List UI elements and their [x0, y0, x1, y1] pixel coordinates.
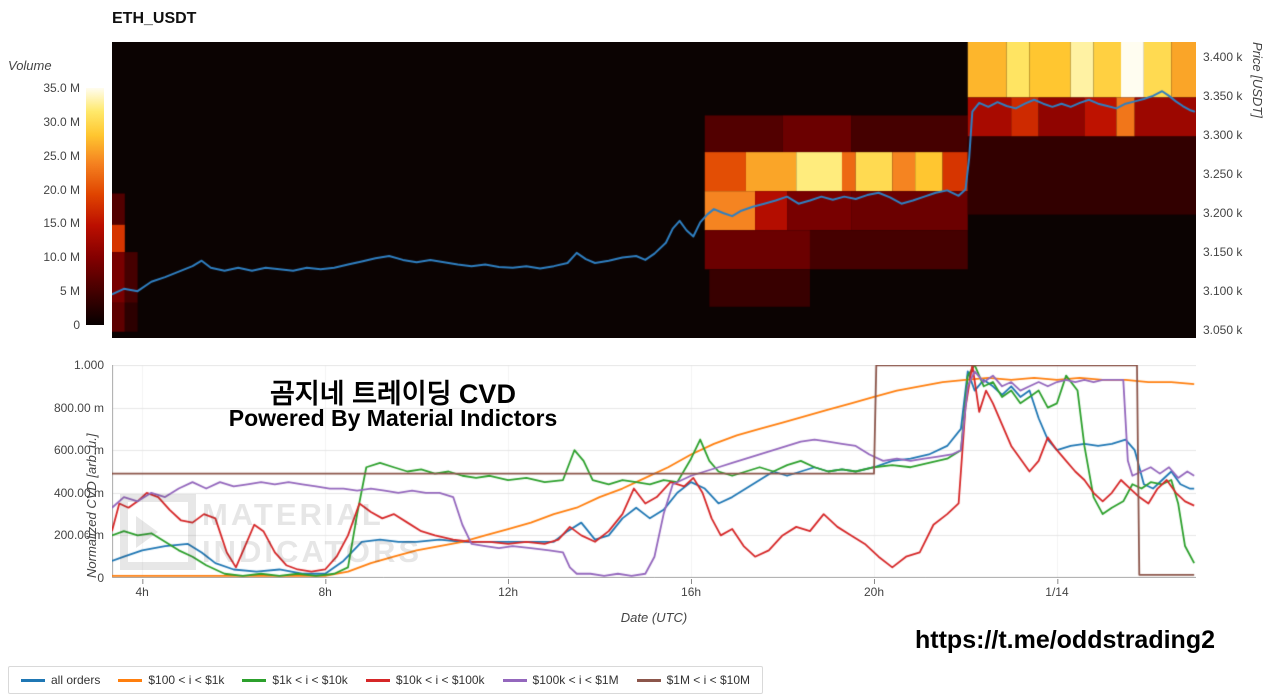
colorbar-title: Volume	[8, 58, 52, 73]
colorbar-tick-label: 30.0 M	[43, 114, 80, 129]
price-tick-label: 3.300 k	[1203, 127, 1243, 142]
annotation-powered-by: Powered By Material Indictors	[228, 405, 558, 431]
colorbar-tick-label: 15.0 M	[43, 216, 80, 231]
legend-label: $1k < i < $10k	[272, 673, 348, 687]
legend-item-2[interactable]: $1k < i < $10k	[242, 673, 348, 687]
cvd-plot[interactable]	[112, 365, 1196, 578]
legend-label: $1M < i < $10M	[666, 673, 750, 687]
legend-line-swatch	[636, 678, 661, 682]
colorbar-tick-label: 0	[73, 318, 80, 332]
legend-label: $100 < i < $1k	[148, 673, 225, 687]
x-tick-label: 16h	[681, 579, 702, 599]
price-tick-label: 3.200 k	[1203, 206, 1243, 221]
cvd-tick-label: 800.00 m	[53, 400, 104, 415]
colorbar-tick-label: 5 M	[59, 284, 80, 299]
price-tick-label: 3.100 k	[1203, 284, 1243, 299]
legend-label: $10k < i < $100k	[395, 673, 485, 687]
volume-colorbar	[86, 88, 104, 325]
legend-line-swatch	[21, 678, 45, 682]
telegram-link[interactable]: https://t.me/oddstrading2	[915, 626, 1215, 654]
material-indicators-logo	[120, 494, 196, 570]
legend-label: $100k < i < $1M	[532, 673, 619, 687]
legend-item-4[interactable]: $100k < i < $1M	[502, 673, 619, 687]
legend-item-1[interactable]: $100 < i < $1k	[118, 673, 224, 687]
colorbar-tick-label: 35.0 M	[43, 81, 80, 95]
price-axis-title: Price [USDT]	[1250, 42, 1265, 118]
legend-label: all orders	[51, 673, 101, 687]
colorbar-tick-label: 10.0 M	[43, 250, 80, 265]
chart-title: ETH_USDT	[112, 10, 197, 27]
legend-line-swatch	[118, 678, 143, 682]
x-tick-label: 8h	[318, 579, 332, 599]
x-tick-label: 12h	[498, 579, 519, 599]
colorbar-tick-label: 25.0 M	[43, 148, 80, 163]
watermark: MATERIAL INDICATORS	[202, 496, 422, 570]
legend-item-5[interactable]: $1M < i < $10M	[636, 673, 750, 687]
price-tick-label: 3.400 k	[1203, 49, 1243, 64]
legend-item-3[interactable]: $10k < i < $100k	[365, 673, 485, 687]
price-tick-label: 3.350 k	[1203, 88, 1243, 103]
price-tick-label: 3.150 k	[1203, 245, 1243, 260]
cvd-tick-label: 400.00 m	[53, 485, 104, 500]
annotation-korean: 곰지네 트레이딩 CVD	[270, 379, 516, 409]
legend: all orders $100 < i < $1k $1k < i < $10k $1…	[8, 666, 763, 694]
legend-line-swatch	[502, 678, 527, 682]
x-tick-label: 4h	[135, 579, 149, 599]
cvd-axis-title: Normalized CVD [arb. u.]	[84, 433, 99, 579]
watermark-line2: INDICATORS	[202, 534, 423, 569]
legend-line-swatch	[242, 678, 267, 682]
cvd-tick-label: 1.000	[73, 358, 104, 372]
x-axis-title: Date (UTC)	[620, 610, 688, 625]
cvd-tick-label: 200.00 m	[53, 528, 104, 543]
legend-line-swatch	[365, 678, 390, 682]
volume-heatmap-plot[interactable]	[112, 42, 1196, 338]
legend-item-0[interactable]: all orders	[21, 673, 100, 687]
price-tick-label: 3.050 k	[1203, 323, 1243, 338]
price-tick-label: 3.250 k	[1203, 166, 1243, 181]
cvd-tick-label: 0	[97, 571, 104, 585]
watermark-line1: MATERIAL	[202, 497, 384, 532]
cvd-tick-label: 600.00 m	[53, 443, 104, 458]
x-tick-label: 20h	[863, 579, 885, 599]
x-tick-label: 1/14	[1045, 579, 1069, 599]
colorbar-tick-label: 20.0 M	[43, 182, 80, 197]
